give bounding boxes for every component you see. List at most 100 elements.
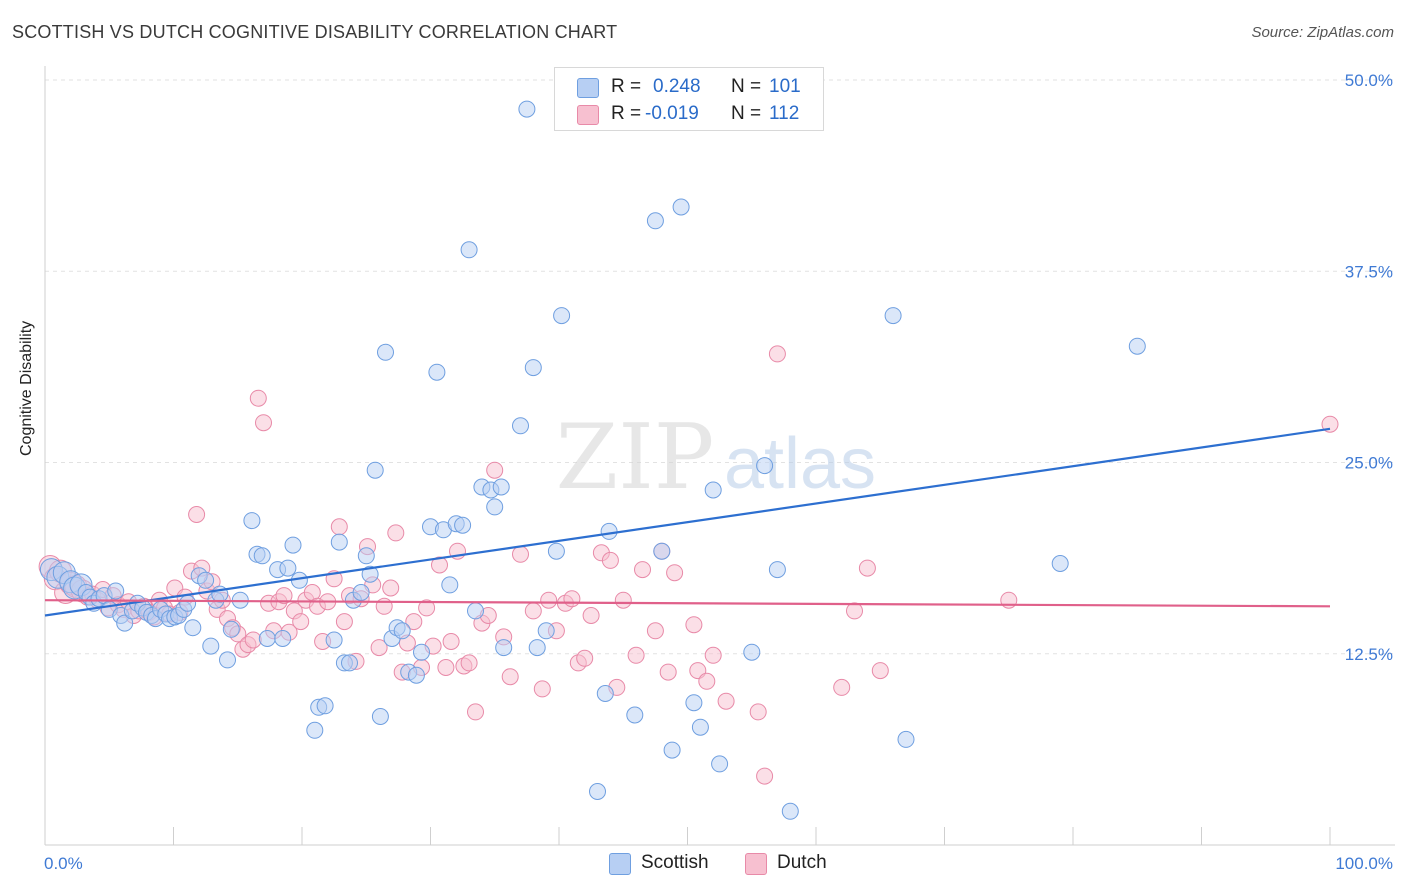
dutch-point xyxy=(275,587,293,605)
dutch-point xyxy=(646,622,664,640)
dutch-point xyxy=(563,590,581,608)
scottish-point xyxy=(352,584,370,601)
dutch-point xyxy=(431,556,448,574)
scottish-point xyxy=(202,637,220,655)
dutch-point xyxy=(370,639,388,657)
legend-n-value: 112 xyxy=(769,103,800,124)
scottish-point xyxy=(512,417,529,435)
scottish-point xyxy=(1128,337,1146,355)
scottish-point xyxy=(279,559,297,577)
dutch-point xyxy=(418,599,436,617)
dutch-point xyxy=(659,663,677,681)
scottish-point xyxy=(691,718,709,736)
scottish-point xyxy=(454,516,472,534)
dutch-point xyxy=(405,613,423,631)
dutch-point xyxy=(871,662,889,680)
dutch-point xyxy=(540,591,558,609)
scottish-point xyxy=(222,620,240,638)
dutch-point xyxy=(1321,415,1339,433)
scottish-trend-line xyxy=(44,427,1331,617)
trend-lines xyxy=(44,427,1331,617)
scottish-point xyxy=(1051,555,1069,572)
scottish-point xyxy=(325,631,343,649)
legend-n-label: N = xyxy=(731,103,762,124)
scottish-point xyxy=(184,619,202,637)
scottish-point xyxy=(316,697,334,715)
chart-title: SCOTTISH VS DUTCH COGNITIVE DISABILITY C… xyxy=(12,22,618,42)
scottish-point xyxy=(428,363,446,381)
scottish-point xyxy=(589,783,606,800)
dutch-point xyxy=(292,613,310,631)
scottish-point xyxy=(553,307,571,325)
scottish-point xyxy=(274,630,292,647)
dutch-point xyxy=(382,579,400,597)
scottish-point xyxy=(600,522,618,540)
scottish-point xyxy=(495,639,513,657)
dutch-point xyxy=(685,616,703,634)
dutch-point xyxy=(244,631,262,649)
scottish-point xyxy=(377,343,394,361)
scottish-point xyxy=(884,307,902,325)
scottish-point xyxy=(243,512,261,530)
scottish-point xyxy=(897,730,915,748)
y-axis-label: Cognitive Disability xyxy=(18,320,35,456)
dutch-point xyxy=(533,680,551,698)
dutch-point xyxy=(601,551,619,569)
dutch-point xyxy=(666,564,684,582)
y-tick-label: 37.5% xyxy=(1345,262,1393,281)
scottish-point xyxy=(366,461,384,479)
dutch-point xyxy=(442,633,460,650)
legend-n-label: N = xyxy=(731,76,762,97)
scottish-point xyxy=(258,630,276,647)
scottish-point xyxy=(116,614,134,632)
scottish-point xyxy=(253,547,271,565)
dutch-point xyxy=(614,591,632,609)
scottish-point xyxy=(413,643,430,661)
dutch-point xyxy=(188,506,206,523)
y-tick-label: 12.5% xyxy=(1345,645,1393,664)
scottish-point xyxy=(219,651,236,669)
grid-lines xyxy=(45,79,1395,655)
dutch-point xyxy=(756,767,774,785)
axes xyxy=(44,66,1395,846)
x-tick-label: 100.0% xyxy=(1335,854,1393,873)
x-tick-label: 0.0% xyxy=(44,854,83,873)
scottish-point xyxy=(107,582,125,600)
dutch-point xyxy=(858,559,876,577)
legend: R = 0.248 N = 101 R = -0.019 N = 112 xyxy=(554,67,824,131)
legend-n-value: 101 xyxy=(769,76,801,97)
scottish-point xyxy=(179,594,197,612)
dutch-point xyxy=(833,678,851,696)
dutch-point xyxy=(501,668,519,686)
scottish-point xyxy=(357,547,375,565)
scottish-point xyxy=(626,706,644,724)
scottish-point xyxy=(486,498,504,516)
scottish-point xyxy=(685,694,703,712)
scottish-point xyxy=(711,755,729,773)
dutch-point xyxy=(634,561,651,579)
dutch-point xyxy=(576,649,594,667)
bottom-legend-label-dutch: Dutch xyxy=(777,852,827,873)
watermark-atlas: atlas xyxy=(724,424,876,504)
dutch-point xyxy=(749,703,767,721)
scottish-point xyxy=(663,741,681,759)
dutch-point xyxy=(467,703,484,721)
dutch-point xyxy=(717,692,735,710)
scottish-point xyxy=(743,643,761,661)
dutch-point xyxy=(512,545,529,563)
dutch-point xyxy=(582,607,600,624)
scottish-point xyxy=(547,542,565,560)
dutch-point xyxy=(460,654,478,672)
legend-r-label: R = xyxy=(611,76,642,97)
scottish-point xyxy=(781,802,799,820)
legend-r-value: -0.019 xyxy=(645,103,699,124)
scottish-point xyxy=(393,622,411,640)
dutch-point xyxy=(524,602,542,620)
scottish-point xyxy=(407,666,425,684)
dutch-point xyxy=(768,345,786,363)
legend-swatch-scottish xyxy=(577,78,599,98)
scottish-point xyxy=(756,457,774,475)
scottish-point xyxy=(524,359,542,377)
dutch-point xyxy=(627,646,645,664)
